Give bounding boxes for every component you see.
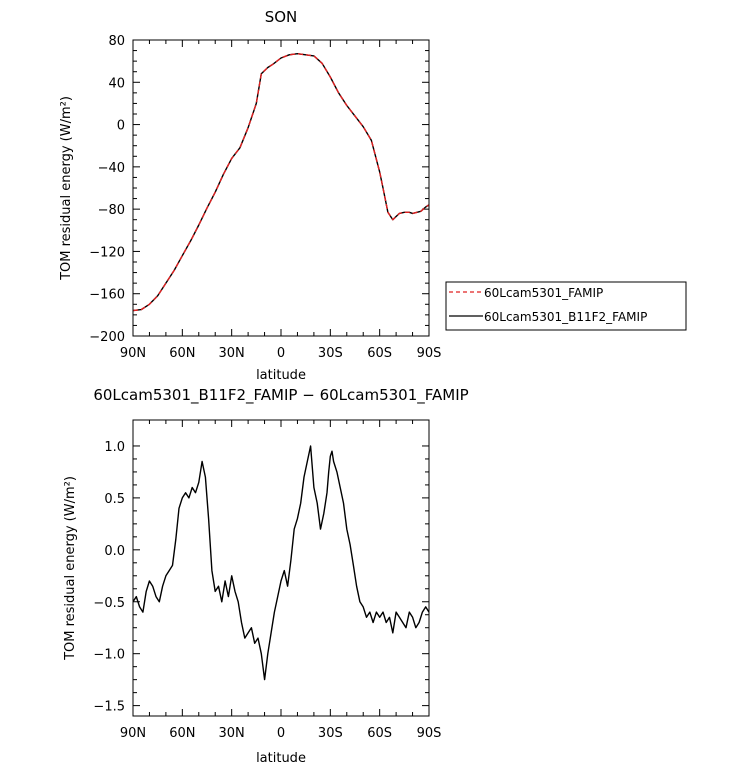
x-tick-label: 90S xyxy=(417,346,442,361)
x-tick-label: 90S xyxy=(417,726,442,741)
y-tick-label: 80 xyxy=(108,34,125,49)
difference-series-line xyxy=(132,445,430,681)
y-tick-label: −40 xyxy=(98,161,125,176)
x-tick-label: 90N xyxy=(120,726,146,741)
y-tick-label: 40 xyxy=(108,76,125,91)
legend-label-b11f2: 60Lcam5301_B11F2_FAMIP xyxy=(484,310,647,324)
legend: 60Lcam5301_FAMIP 60Lcam5301_B11F2_FAMIP xyxy=(445,281,687,331)
bottom-panel: 60Lcam5301_B11F2_FAMIP − 60Lcam5301_FAMI… xyxy=(63,386,469,766)
top-x-axis-label: latitude xyxy=(256,368,306,383)
x-tick-label: 30S xyxy=(318,346,343,361)
y-tick-label: −1.5 xyxy=(93,700,125,715)
y-tick-label: −160 xyxy=(89,288,125,303)
x-tick-label: 0 xyxy=(277,346,285,361)
bottom-plot-frame xyxy=(132,419,430,717)
legend-label-famip: 60Lcam5301_FAMIP xyxy=(484,286,603,300)
series-line-60lcam5301-famip xyxy=(132,53,430,312)
y-tick-label: −0.5 xyxy=(93,596,125,611)
top-y-axis-label: TOM residual energy (W/m²) xyxy=(59,96,74,281)
top-plot-frame xyxy=(132,39,430,337)
y-tick-label: 1.0 xyxy=(104,440,125,455)
x-tick-label: 30S xyxy=(318,726,343,741)
top-chart-title: SON xyxy=(265,8,298,26)
x-tick-label: 60N xyxy=(169,726,195,741)
y-tick-label: 0 xyxy=(117,119,125,134)
x-tick-label: 30N xyxy=(219,726,245,741)
x-tick-label: 60S xyxy=(367,346,392,361)
y-tick-label: −1.0 xyxy=(93,648,125,663)
x-tick-label: 0 xyxy=(277,726,285,741)
y-tick-label: 0.5 xyxy=(104,492,125,507)
top-panel: SON 90N 60N 30N 0 30S 60S 90S 80 40 0 −40 −80 −120 −1… xyxy=(59,8,687,383)
x-tick-label: 30N xyxy=(219,346,245,361)
y-tick-label: −200 xyxy=(89,330,125,345)
y-tick-label: −80 xyxy=(98,203,125,218)
x-tick-label: 90N xyxy=(120,346,146,361)
legend-box xyxy=(445,281,687,331)
series-line-60lcam5301-b11f2-famip xyxy=(132,53,430,312)
x-tick-label: 60S xyxy=(367,726,392,741)
bottom-y-axis-label: TOM residual energy (W/m²) xyxy=(63,476,78,661)
y-tick-label: 0.0 xyxy=(104,544,125,559)
bottom-chart-title: 60Lcam5301_B11F2_FAMIP − 60Lcam5301_FAMI… xyxy=(93,386,468,405)
y-tick-label: −120 xyxy=(89,245,125,260)
x-tick-label: 60N xyxy=(169,346,195,361)
bottom-x-axis-label: latitude xyxy=(256,751,306,766)
